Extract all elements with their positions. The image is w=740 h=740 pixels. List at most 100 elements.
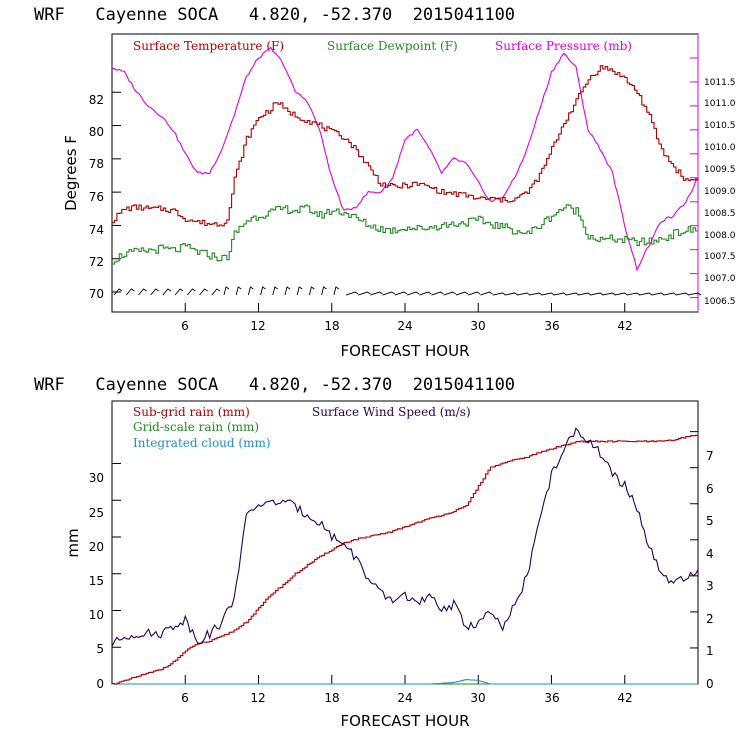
wind-barb — [577, 292, 592, 296]
panel2-ytick-10: 10 — [89, 608, 104, 622]
panel2-xtick-18: 18 — [324, 691, 339, 705]
wind-barb — [675, 292, 689, 296]
wind-barb — [639, 292, 653, 296]
wind-barb — [419, 291, 432, 296]
series-integrated-cloud — [112, 679, 698, 685]
legend-subgrid-rain: Sub-grid rain (mm) — [133, 405, 250, 419]
wind-barb — [516, 292, 531, 296]
wind-barb — [467, 291, 481, 296]
panel2-ytick-0: 0 — [96, 677, 104, 691]
panel1-y2tick-1008.5: 1008.5 — [704, 209, 736, 219]
wind-barb — [162, 288, 172, 296]
wind-barb — [455, 291, 469, 296]
panel2-y2tick-5: 5 — [706, 514, 714, 528]
panel1-ytick-74: 74 — [89, 223, 104, 237]
panel1-xtick-24: 24 — [397, 319, 412, 333]
panel1-series — [111, 46, 699, 272]
wind-barb — [553, 292, 567, 296]
wind-barbs — [113, 286, 702, 296]
wind-barb — [187, 288, 196, 296]
panel2-xtick-24: 24 — [397, 691, 412, 705]
wind-barb — [651, 292, 665, 296]
wind-barb — [321, 286, 327, 296]
wind-barb — [125, 288, 135, 296]
wind-barb — [308, 286, 315, 296]
panel2-xtick-42: 42 — [617, 691, 632, 705]
wind-barb — [406, 291, 420, 296]
panel2-xlabel: FORECAST HOUR — [340, 712, 469, 730]
wind-barb — [284, 286, 291, 296]
wind-barb — [199, 288, 208, 296]
panel1-y2tick-1009.5: 1009.5 — [704, 165, 736, 175]
wind-barb — [150, 288, 159, 296]
wind-barb — [480, 291, 493, 296]
legend-gridscale-rain: Grid-scale rain (mm) — [133, 420, 259, 434]
panel1-y2tick-1011.5: 1011.5 — [704, 78, 736, 88]
wind-barb — [602, 292, 616, 296]
wind-barb — [211, 288, 221, 296]
panel1-xtick-6: 6 — [181, 319, 189, 333]
panel2-xtick-12: 12 — [250, 691, 265, 705]
wind-barb — [687, 292, 702, 296]
panel2-left-ticks: 0 5 10 15 20 25 30 — [89, 471, 104, 691]
wind-barb — [431, 291, 444, 296]
panel2-y2tick-7: 7 — [706, 449, 714, 463]
series-subgrid-rain — [112, 433, 699, 685]
wind-barb — [663, 292, 677, 296]
series-surface-dewpoint — [112, 204, 699, 265]
panel1-ytick-76: 76 — [89, 190, 104, 204]
wind-barb — [565, 292, 580, 296]
series-surface-pressure — [111, 46, 699, 272]
panel1-ytick-80: 80 — [89, 125, 104, 139]
panel2-right-ticks: 0 1 2 3 4 5 6 7 — [706, 449, 714, 691]
legend-temperature: Surface Temperature (F) — [133, 39, 284, 53]
panel2-xtick-6: 6 — [181, 691, 189, 705]
panel1-xlabel: FORECAST HOUR — [340, 342, 469, 360]
panel2-series — [111, 427, 699, 685]
panel1-xtick-42: 42 — [617, 319, 632, 333]
wind-barb — [394, 291, 408, 296]
wind-barb — [333, 286, 340, 296]
panel2-title: WRF Cayenne SOCA 4.820, -52.370 20150411… — [34, 375, 515, 395]
panel2-tick-marks — [112, 431, 698, 685]
panel2-xtick-30: 30 — [470, 691, 485, 705]
panel1-y2tick-1006.5: 1006.5 — [704, 297, 736, 307]
panel1-ytick-72: 72 — [89, 255, 104, 269]
panel2-x-ticks: 6 12 18 24 30 36 42 — [181, 691, 632, 705]
wind-barb — [626, 292, 641, 296]
panel1-xtick-12: 12 — [250, 319, 265, 333]
wind-barb — [223, 286, 230, 296]
panel1-ytick-78: 78 — [89, 157, 104, 171]
panel1-y2tick-1007.0: 1007.0 — [704, 274, 736, 284]
panel1-xtick-36: 36 — [544, 319, 559, 333]
wind-barb — [235, 286, 242, 296]
panel1-ytick-82: 82 — [89, 93, 104, 107]
wind-barb — [345, 291, 359, 296]
panel2-ytick-20: 20 — [89, 540, 104, 554]
legend-pressure: Surface Pressure (mb) — [495, 39, 632, 53]
panel1-ytick-70: 70 — [89, 287, 104, 301]
wind-barb — [443, 291, 456, 296]
panel2-ytick-30: 30 — [89, 471, 104, 485]
wind-barb — [529, 292, 543, 296]
panel1-xtick-18: 18 — [324, 319, 339, 333]
legend-dewpoint: Surface Dewpoint (F) — [327, 39, 458, 53]
panel1-title: WRF Cayenne SOCA 4.820, -52.370 20150411… — [34, 5, 515, 25]
series-surface-wind-speed — [111, 427, 699, 647]
panel1-left-ticks: 70 72 74 76 78 80 82 — [89, 93, 104, 301]
panel1-right-ticks: 1006.5 1007.0 1007.5 1008.0 1008.5 1009.… — [704, 78, 736, 307]
wind-barb — [382, 291, 395, 296]
wind-barb — [174, 288, 184, 296]
wind-barb — [370, 291, 383, 296]
panel1-y2tick-1007.5: 1007.5 — [704, 252, 736, 262]
wind-barb — [492, 292, 506, 296]
panel1-y2tick-1010.5: 1010.5 — [704, 121, 736, 131]
panel-precipitation: WRF Cayenne SOCA 4.820, -52.370 20150411… — [34, 375, 714, 730]
wind-barb — [614, 292, 628, 296]
panel1-y2tick-1008.0: 1008.0 — [704, 231, 736, 241]
wind-barb — [272, 286, 279, 296]
panel2-y2tick-0: 0 — [706, 677, 714, 691]
panel1-xtick-30: 30 — [470, 319, 485, 333]
panel1-tick-marks — [112, 57, 698, 312]
